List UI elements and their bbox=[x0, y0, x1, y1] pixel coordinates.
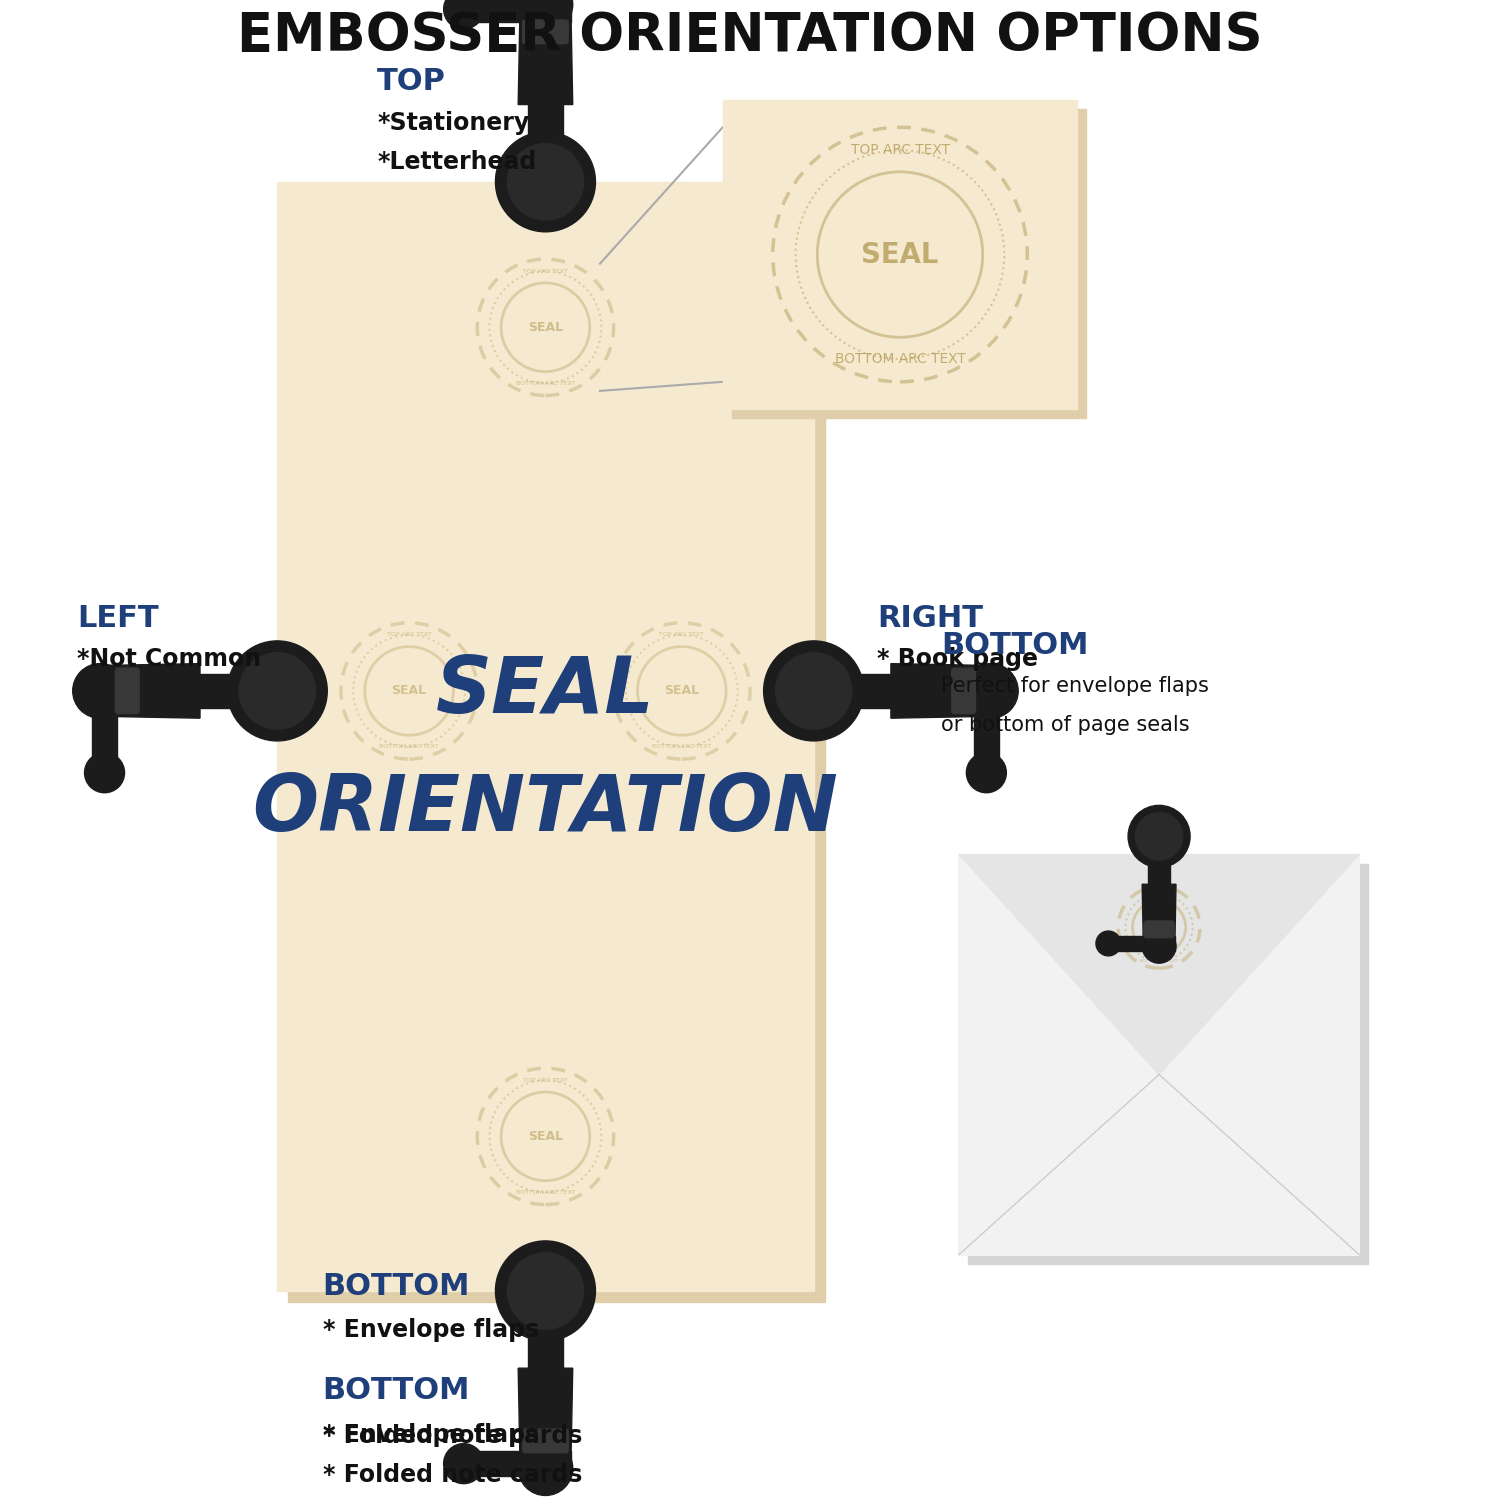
Circle shape bbox=[764, 640, 864, 741]
Text: BOTTOM ARC TEXT: BOTTOM ARC TEXT bbox=[516, 381, 574, 386]
Text: ORIENTATION: ORIENTATION bbox=[252, 771, 838, 847]
Bar bbox=[1149, 853, 1170, 886]
Polygon shape bbox=[518, 1368, 573, 1464]
Text: * Book page: * Book page bbox=[878, 646, 1038, 670]
Circle shape bbox=[444, 0, 483, 28]
Circle shape bbox=[444, 1443, 483, 1484]
Circle shape bbox=[963, 663, 1018, 718]
Circle shape bbox=[776, 652, 852, 729]
Circle shape bbox=[495, 132, 596, 232]
Text: * Envelope flaps: * Envelope flaps bbox=[322, 1318, 538, 1342]
Text: BOTTOM ARC TEXT: BOTTOM ARC TEXT bbox=[652, 744, 711, 750]
Text: BOTTOM ARC TEXT: BOTTOM ARC TEXT bbox=[516, 1190, 574, 1196]
Text: EMBOSSER ORIENTATION OPTIONS: EMBOSSER ORIENTATION OPTIONS bbox=[237, 10, 1263, 63]
Text: TOP ARC TEXT: TOP ARC TEXT bbox=[660, 633, 705, 638]
Text: TOP ARC TEXT: TOP ARC TEXT bbox=[850, 142, 950, 158]
FancyBboxPatch shape bbox=[1144, 921, 1174, 938]
Text: SEAL: SEAL bbox=[528, 1130, 562, 1143]
Circle shape bbox=[518, 1442, 573, 1496]
Text: *Letterhead: *Letterhead bbox=[378, 150, 537, 174]
Polygon shape bbox=[105, 663, 200, 718]
Circle shape bbox=[966, 753, 1006, 792]
Text: TOP ARC TEXT: TOP ARC TEXT bbox=[524, 268, 568, 274]
Bar bbox=[528, 100, 562, 154]
FancyBboxPatch shape bbox=[952, 668, 975, 714]
Bar bbox=[195, 674, 250, 708]
Polygon shape bbox=[958, 855, 1359, 1074]
Polygon shape bbox=[1142, 885, 1176, 944]
Text: TOP ARC TEXT: TOP ARC TEXT bbox=[1144, 891, 1173, 896]
Circle shape bbox=[495, 1240, 596, 1341]
Bar bbox=[968, 864, 1368, 1263]
Circle shape bbox=[1136, 813, 1184, 859]
Text: *Stationery: *Stationery bbox=[378, 111, 530, 135]
Bar bbox=[732, 110, 1086, 418]
Bar bbox=[288, 192, 825, 1302]
Text: LEFT: LEFT bbox=[78, 603, 159, 633]
Text: SEAL: SEAL bbox=[1148, 922, 1170, 932]
Polygon shape bbox=[891, 663, 987, 718]
Text: BOTTOM: BOTTOM bbox=[940, 632, 1089, 660]
Bar bbox=[1108, 936, 1174, 951]
Text: BOTTOM ARC TEXT: BOTTOM ARC TEXT bbox=[834, 352, 966, 366]
Text: SEAL: SEAL bbox=[664, 684, 699, 698]
Bar bbox=[974, 666, 999, 772]
FancyBboxPatch shape bbox=[116, 668, 140, 714]
FancyBboxPatch shape bbox=[522, 20, 568, 44]
Text: * Folded note cards: * Folded note cards bbox=[322, 1425, 582, 1449]
Bar bbox=[842, 674, 896, 708]
FancyBboxPatch shape bbox=[522, 1430, 568, 1452]
Circle shape bbox=[72, 663, 128, 718]
Bar bbox=[278, 182, 813, 1292]
Text: SEAL: SEAL bbox=[528, 321, 562, 334]
Circle shape bbox=[238, 652, 315, 729]
Bar bbox=[958, 855, 1359, 1254]
Bar bbox=[92, 666, 117, 772]
Bar bbox=[723, 100, 1077, 410]
Circle shape bbox=[1142, 930, 1176, 963]
Text: SEAL: SEAL bbox=[861, 240, 939, 268]
Text: BOTTOM: BOTTOM bbox=[322, 1377, 470, 1406]
Circle shape bbox=[507, 144, 584, 220]
Circle shape bbox=[507, 1252, 584, 1329]
Text: BOTTOM: BOTTOM bbox=[322, 1272, 470, 1300]
Text: SEAL: SEAL bbox=[392, 684, 426, 698]
Bar bbox=[464, 0, 572, 22]
Text: * Envelope flaps: * Envelope flaps bbox=[322, 1422, 538, 1446]
Text: or bottom of page seals: or bottom of page seals bbox=[940, 716, 1190, 735]
Text: BOTTOM ARC TEXT: BOTTOM ARC TEXT bbox=[1140, 958, 1178, 963]
Circle shape bbox=[84, 753, 124, 792]
Text: *Not Common: *Not Common bbox=[78, 646, 261, 670]
Text: BOTTOM ARC TEXT: BOTTOM ARC TEXT bbox=[380, 744, 440, 750]
Text: SEAL: SEAL bbox=[436, 652, 656, 729]
Circle shape bbox=[1096, 932, 1120, 956]
Polygon shape bbox=[518, 9, 573, 105]
Bar bbox=[464, 1450, 572, 1476]
Text: TOP ARC TEXT: TOP ARC TEXT bbox=[524, 1078, 568, 1083]
Circle shape bbox=[228, 640, 327, 741]
Circle shape bbox=[1128, 806, 1190, 867]
Bar bbox=[528, 1318, 562, 1372]
Circle shape bbox=[518, 0, 573, 32]
Text: TOP: TOP bbox=[378, 68, 446, 96]
Text: Perfect for envelope flaps: Perfect for envelope flaps bbox=[940, 676, 1209, 696]
Text: * Folded note cards: * Folded note cards bbox=[322, 1462, 582, 1486]
Text: TOP ARC TEXT: TOP ARC TEXT bbox=[387, 633, 432, 638]
Text: RIGHT: RIGHT bbox=[878, 603, 984, 633]
